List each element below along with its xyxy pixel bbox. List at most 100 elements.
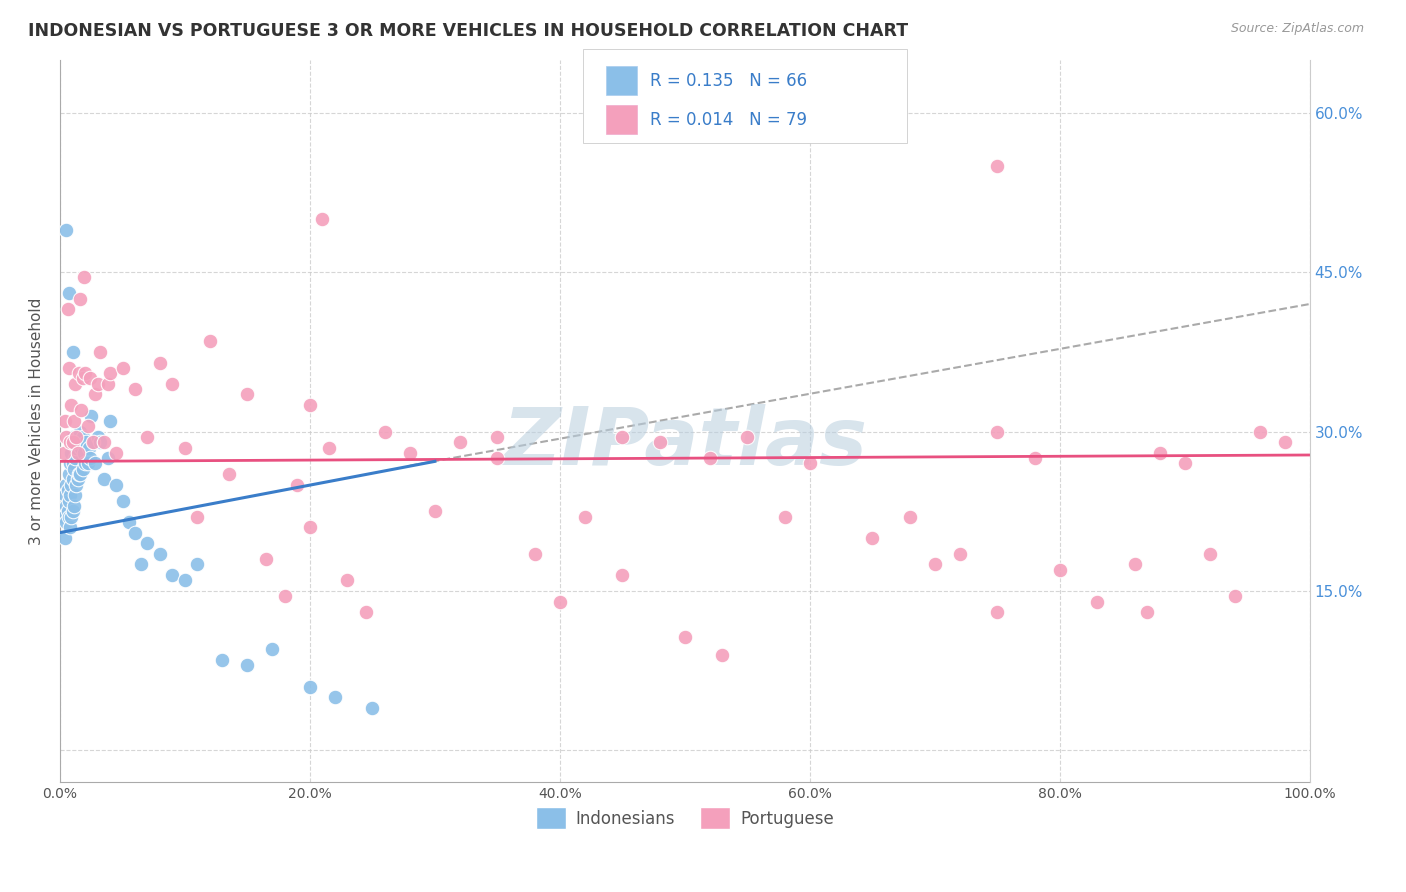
Point [72,430,94,444]
Point [58,467,80,482]
Point [735,430,758,444]
Point [66,472,89,486]
Point [62,499,84,513]
Point [318,441,340,455]
Point [60,446,83,460]
Point [86,376,108,391]
Point [323,690,346,705]
Text: Source: ZipAtlas.com: Source: ZipAtlas.com [1230,22,1364,36]
Point [186,558,208,572]
Point [79,371,101,385]
Point [673,630,696,644]
Point [1223,590,1246,604]
Point [63,451,86,466]
Point [924,558,946,572]
Point [136,430,159,444]
Point [76,457,98,471]
Point [53,488,76,502]
Point [898,509,921,524]
Point [1174,457,1197,471]
Point [236,387,259,401]
Point [699,451,721,466]
Text: R = 0.135   N = 66: R = 0.135 N = 66 [650,71,807,89]
Point [65,441,87,455]
Point [124,525,146,540]
Point [55,222,77,236]
Point [1198,547,1220,561]
Point [1049,563,1071,577]
Y-axis label: 3 or more Vehicles in Household: 3 or more Vehicles in Household [30,297,44,545]
Point [198,334,221,349]
Point [59,520,82,534]
Point [63,488,86,502]
Point [93,435,115,450]
Point [55,515,77,529]
Point [612,568,634,582]
Point [63,376,86,391]
Point [949,547,972,561]
Point [162,376,184,391]
Point [298,398,321,412]
Point [69,425,91,439]
Point [67,467,90,482]
Point [55,477,77,491]
Point [76,419,98,434]
Point [62,462,84,476]
Point [52,509,75,524]
Point [336,574,359,588]
Point [75,435,97,450]
Point [62,430,84,444]
Point [58,509,80,524]
Point [486,451,509,466]
Point [105,477,128,491]
Point [66,435,89,450]
Point [298,680,321,694]
Point [62,472,84,486]
Point [72,371,94,385]
Point [93,472,115,486]
Point [77,441,100,455]
Point [860,531,883,545]
Point [262,642,284,657]
Point [62,435,84,450]
Point [311,212,333,227]
Point [799,457,821,471]
Point [354,605,377,619]
Point [96,376,118,391]
Point [52,446,75,460]
Point [374,425,396,439]
Point [136,536,159,550]
Point [73,446,96,460]
Point [58,286,80,301]
Point [1149,446,1171,460]
Point [58,493,80,508]
Point [73,457,96,471]
Point [96,451,118,466]
Point [486,430,509,444]
Point [1274,435,1296,450]
Point [1024,451,1046,466]
Point [62,504,84,518]
Point [67,366,90,380]
Point [60,477,83,491]
Point [84,457,107,471]
Point [612,430,634,444]
Point [149,547,172,561]
Point [287,477,309,491]
Point [449,435,471,450]
Point [62,414,84,428]
Point [59,457,82,471]
Point [149,355,172,369]
Text: INDONESIAN VS PORTUGUESE 3 OR MORE VEHICLES IN HOUSEHOLD CORRELATION CHART: INDONESIAN VS PORTUGUESE 3 OR MORE VEHIC… [28,22,908,40]
Point [89,435,111,450]
Point [162,568,184,582]
Point [59,435,82,450]
Point [298,520,321,534]
Point [55,499,77,513]
Point [62,457,84,471]
Point [60,398,83,412]
Point [986,605,1008,619]
Text: R = 0.014   N = 79: R = 0.014 N = 79 [650,111,807,128]
Legend: Indonesians, Portuguese: Indonesians, Portuguese [529,801,841,836]
Point [423,504,446,518]
